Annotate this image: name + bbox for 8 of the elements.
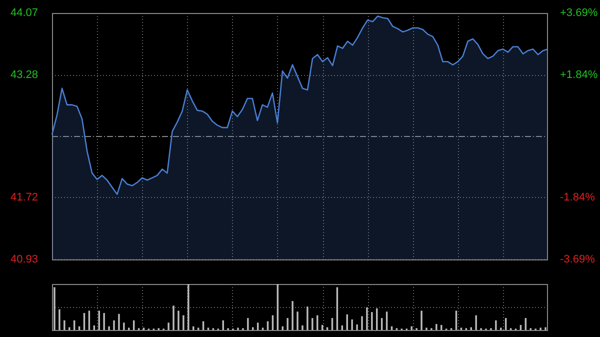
y-tick-label: 40.93 — [10, 253, 38, 266]
y2-tick-label: +1.84% — [560, 68, 598, 81]
y2-tick-label: -3.69% — [560, 253, 596, 266]
y-tick-label: 43.28 — [10, 69, 38, 82]
y-tick-label: 41.72 — [10, 191, 38, 204]
y2-tick-label: -1.84% — [560, 192, 596, 204]
y-tick-label: 44.07 — [10, 7, 38, 20]
y2-tick-label: +3.69% — [560, 7, 598, 20]
